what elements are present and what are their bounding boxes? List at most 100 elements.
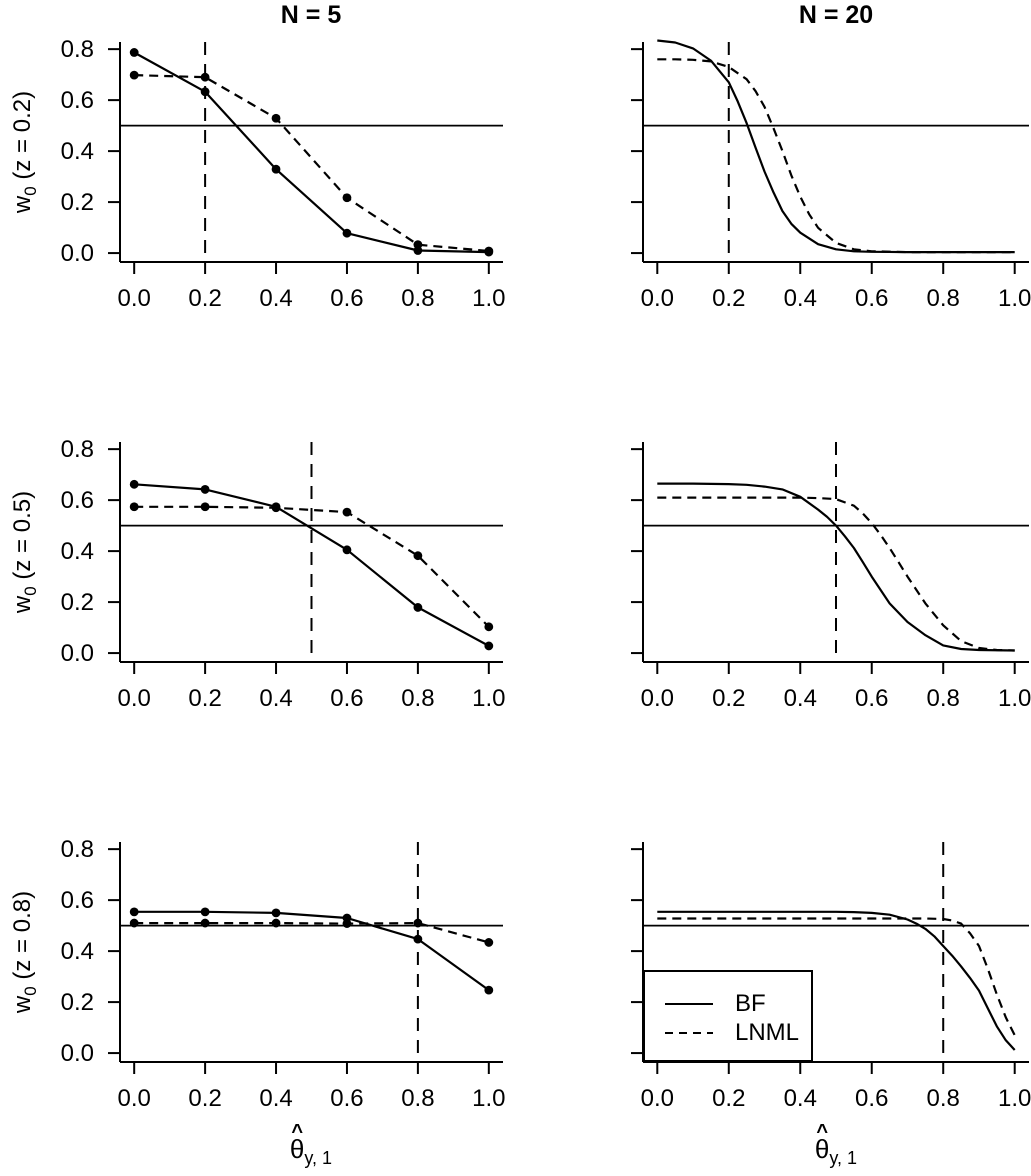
data-point-lnml: [484, 246, 494, 256]
y-tick-label: 0.8: [61, 436, 94, 463]
data-point-lnml: [129, 70, 139, 80]
data-point-bf: [413, 603, 423, 612]
x-tick-label: 0.4: [259, 285, 292, 312]
x-axis-label-left: ^ θy, 1: [289, 1121, 333, 1169]
x-tick-label: 1.0: [472, 1085, 505, 1112]
data-point-bf: [342, 228, 352, 238]
series-line-lnml: [657, 58, 1015, 254]
x-tick-label: 0.2: [188, 285, 221, 312]
x-tick-label: 0.6: [330, 685, 363, 712]
y-tick-label: 0.8: [61, 36, 94, 63]
x-tick-label: 1.0: [472, 685, 505, 712]
legend-label-bf: BF: [735, 989, 766, 1017]
x-tick-label: 0.4: [784, 685, 817, 712]
x-tick-label: 0.2: [188, 1085, 221, 1112]
series-line-bf: [657, 39, 1015, 254]
data-point-lnml: [413, 918, 423, 928]
series-line-bf: [657, 910, 1016, 1051]
data-point-bf: [129, 479, 139, 489]
data-point-bf: [129, 907, 139, 917]
theta-symbol: θ: [814, 1134, 830, 1164]
x-tick-label: 1.0: [998, 1085, 1031, 1112]
series-line-lnml: [134, 74, 489, 253]
series-line-bf: [133, 51, 489, 254]
y-tick-label: 0.0: [61, 640, 94, 667]
series-line-bf: [134, 910, 490, 991]
column-title-n5: N = 5: [280, 1, 342, 29]
x-tick-label: 0.8: [401, 685, 434, 712]
panel-n5-z0.2: 0.0 0.2 0.4 0.6 0.8 1.0 0.0 0.2 0.4 0.6 0.8: [61, 36, 506, 312]
x-tick-label: 0.6: [855, 685, 888, 712]
y-tick-label: 0.6: [61, 487, 94, 514]
series-line-lnml: [657, 496, 1015, 652]
data-point-lnml: [200, 502, 210, 512]
data-point-lnml: [413, 551, 423, 561]
y-tick-label: 0.2: [61, 189, 94, 216]
x-tick-label: 0.0: [117, 285, 150, 312]
data-point-bf: [129, 48, 139, 57]
hat-accent: ^: [291, 1121, 303, 1143]
data-point-lnml: [484, 622, 494, 632]
x-tick-label: 0.4: [259, 685, 292, 712]
x-tick-label: 0.0: [117, 1085, 150, 1112]
dashed-line-sample: [665, 1031, 713, 1034]
x-tick-label: 0.8: [927, 285, 960, 312]
y-axis-label-row1: w0 (z = 0.2): [9, 90, 40, 214]
data-point-lnml: [342, 507, 352, 517]
data-point-lnml: [484, 938, 494, 947]
x-tick-label: 0.2: [188, 685, 221, 712]
series-line-bf: [134, 483, 490, 647]
data-point-lnml: [342, 193, 352, 203]
data-point-bf: [200, 485, 210, 494]
data-point-lnml: [129, 918, 139, 928]
data-point-lnml: [271, 918, 281, 928]
data-point-lnml: [129, 502, 139, 512]
data-point-bf: [413, 934, 423, 944]
x-tick-label: 0.4: [784, 1085, 817, 1112]
y-axis-label-row3: w0 (z = 0.8): [9, 890, 40, 1014]
data-point-bf: [200, 87, 210, 97]
x-tick-label: 0.2: [712, 285, 745, 312]
data-point-bf: [271, 164, 281, 174]
x-tick-label: 1.0: [998, 285, 1031, 312]
x-tick-label: 1.0: [998, 685, 1031, 712]
data-point-bf: [200, 907, 210, 917]
series-line-lnml: [657, 917, 1016, 1036]
x-tick-label: 0.8: [927, 685, 960, 712]
x-tick-label: 0.6: [855, 1085, 888, 1112]
data-point-lnml: [271, 113, 281, 123]
theta-symbol: θ: [289, 1134, 305, 1164]
solid-line-sample: [665, 1002, 713, 1005]
x-tick-label: 0.8: [401, 285, 434, 312]
legend-entry-lnml: LNML: [645, 1018, 811, 1047]
column-title-n20: N = 20: [798, 1, 874, 29]
series-line-bf: [657, 482, 1015, 652]
x-tick-label: 0.0: [117, 685, 150, 712]
x-tick-label: 0.2: [712, 685, 745, 712]
data-point-bf: [342, 545, 352, 555]
data-point-lnml: [200, 918, 210, 928]
panel-n5-z0.8: 0.0 0.2 0.4 0.6 0.8 1.0 0.0 0.2 0.4 0.6 0.8: [61, 836, 506, 1112]
y-tick-label: 0.2: [61, 989, 94, 1016]
x-tick-label: 0.4: [784, 285, 817, 312]
x-tick-label: 0.6: [855, 285, 888, 312]
legend-entry-bf: BF: [645, 989, 811, 1018]
x-tick-label: 0.6: [330, 285, 363, 312]
panel-n5-z0.5: 0.0 0.2 0.4 0.6 0.8 1.0 0.0 0.2 0.4 0.6 0.8: [61, 436, 506, 712]
y-tick-label: 0.0: [61, 1040, 94, 1067]
x-tick-label: 1.0: [472, 285, 505, 312]
data-point-lnml: [413, 240, 423, 250]
data-point-lnml: [271, 503, 281, 513]
x-tick-label: 0.6: [330, 1085, 363, 1112]
y-axis-label-row2: w0 (z = 0.5): [9, 490, 40, 614]
y-tick-label: 0.2: [61, 589, 94, 616]
panel-n20-z0.5: 0.0 0.2 0.4 0.6 0.8 1.0: [631, 442, 1031, 712]
hat-accent: ^: [816, 1121, 828, 1143]
y-tick-label: 0.0: [61, 240, 94, 267]
x-tick-label: 0.4: [259, 1085, 292, 1112]
y-tick-label: 0.6: [61, 887, 94, 914]
y-tick-label: 0.4: [61, 938, 94, 965]
y-tick-label: 0.4: [61, 538, 94, 565]
